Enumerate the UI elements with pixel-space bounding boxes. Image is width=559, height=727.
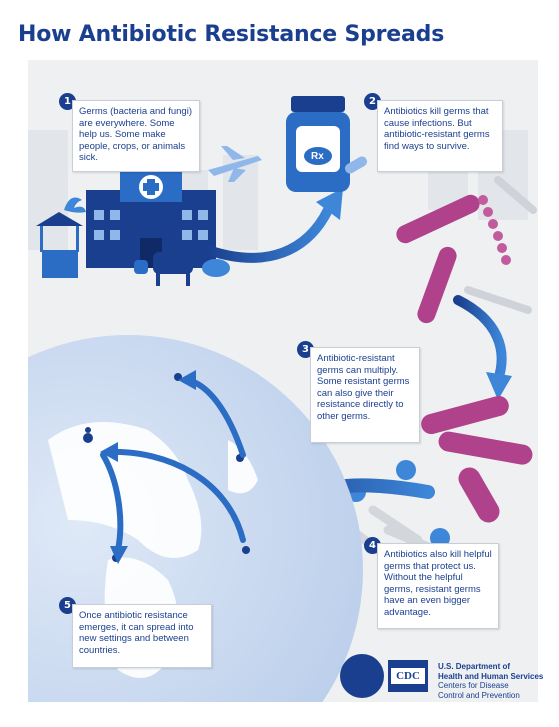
step-5-text: Once antibiotic resistance emerges, it c… bbox=[79, 610, 194, 656]
step-1-text: Germs (bacteria and fungi) are everywher… bbox=[79, 106, 192, 163]
hhs-seal-logo bbox=[340, 654, 384, 698]
cdc-logo-text: CDC bbox=[391, 668, 425, 684]
capsule-icon bbox=[344, 156, 368, 174]
step-1-box: Germs (bacteria and fungi) are everywher… bbox=[72, 100, 200, 172]
step-2-badge: 2 bbox=[364, 93, 381, 110]
bacteria-cluster-top bbox=[396, 176, 537, 324]
step-5-badge: 5 bbox=[59, 597, 76, 614]
cdc-logo: CDC bbox=[388, 660, 428, 692]
page-title: How Antibiotic Resistance Spreads bbox=[18, 22, 445, 47]
cow-icon bbox=[153, 250, 202, 286]
arrow-hospital-to-antibiotics bbox=[203, 205, 333, 263]
org-line-1: U.S. Department of bbox=[438, 662, 511, 671]
bacteria-cluster-middle bbox=[421, 395, 533, 523]
rx-label: Rx bbox=[311, 151, 324, 162]
step-4-badge: 4 bbox=[364, 537, 381, 554]
step-2-box: Antibiotics kill germs that cause infect… bbox=[377, 100, 503, 172]
airplane-icon bbox=[208, 146, 262, 182]
step-3-text: Antibiotic-resistant germs can multiply.… bbox=[317, 353, 410, 422]
pill-bottle-icon bbox=[286, 96, 350, 192]
step-3-badge: 3 bbox=[297, 341, 314, 358]
step-5-box: Once antibiotic resistance emerges, it c… bbox=[72, 604, 212, 668]
arrowheads bbox=[100, 370, 196, 564]
arrow-resistant-to-multiply bbox=[453, 295, 507, 385]
org-line-4: Control and Prevention bbox=[438, 690, 520, 700]
dog-icon bbox=[134, 260, 148, 274]
bird-icon bbox=[64, 197, 86, 213]
step-1-badge: 1 bbox=[59, 93, 76, 110]
step-2-text: Antibiotics kill germs that cause infect… bbox=[384, 106, 490, 152]
org-line-2: Health and Human Services bbox=[438, 671, 544, 681]
step-4-text: Antibiotics also kill helpful germs that… bbox=[384, 549, 492, 618]
org-line-3: Centers for Disease bbox=[438, 681, 509, 690]
step-4-box: Antibiotics also kill helpful germs that… bbox=[377, 543, 499, 629]
step-3-box: Antibiotic-resistant germs can multiply.… bbox=[310, 347, 420, 443]
well-icon bbox=[36, 212, 83, 278]
pig-icon bbox=[202, 259, 230, 277]
organization-name: U.S. Department of Health and Human Serv… bbox=[438, 662, 543, 700]
